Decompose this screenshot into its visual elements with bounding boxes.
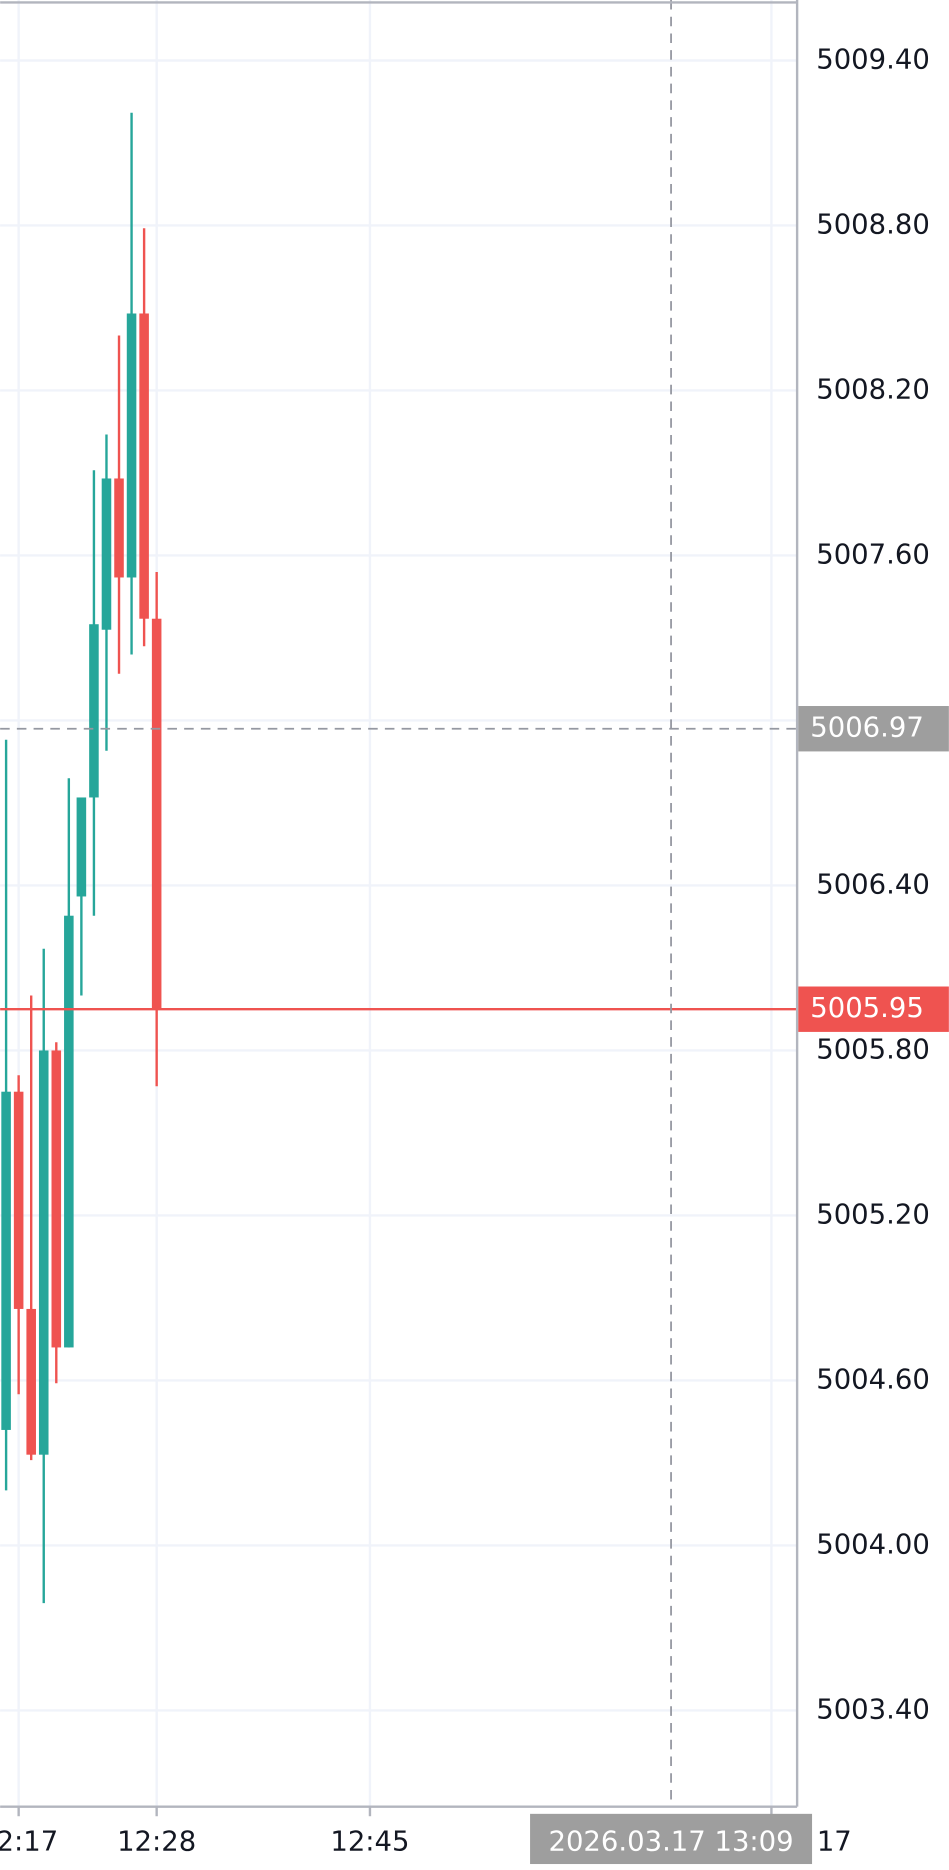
y-tick-label: 5008.80: [816, 208, 930, 240]
y-tick-label: 5005.80: [816, 1033, 930, 1065]
candle-body: [76, 797, 87, 897]
y-tick-label: 5004.60: [816, 1363, 930, 1395]
candles: [0, 0, 798, 1807]
candle-body: [64, 915, 74, 1348]
last-price-label: 5005.95: [810, 992, 924, 1024]
candle-body: [89, 624, 99, 798]
x-tick-label: 17: [817, 1826, 852, 1858]
y-tick-label: 5005.20: [816, 1198, 930, 1230]
x-tick-label: 12:28: [117, 1826, 196, 1858]
last-price-box: [798, 986, 949, 1032]
candle-body: [139, 313, 149, 619]
candle-body: [126, 313, 137, 578]
y-tick-label: 5006.40: [816, 868, 930, 900]
crosshair-time-box: [530, 1813, 813, 1865]
crosshair-price-box: [798, 706, 949, 752]
y-tick-label: 5004.00: [816, 1528, 930, 1560]
grid: [0, 0, 798, 1807]
crosshair-price-label: 5006.97: [810, 712, 924, 744]
candle-body: [26, 1308, 36, 1455]
crosshair-time-label: 2026.03.17 13:09: [548, 1826, 793, 1858]
candle-body: [38, 1050, 49, 1455]
candle-body: [151, 618, 162, 1010]
y-tick-label: 5009.40: [816, 43, 930, 75]
axes: 5003.40 5004.00 5004.60 5005.20 5005.80 5006.…: [0, 43, 949, 1865]
candle-body: [1, 1091, 11, 1430]
candle-body: [114, 478, 124, 578]
candle-body: [13, 1091, 24, 1309]
y-tick-label: 5008.20: [816, 373, 930, 405]
candle-body: [101, 478, 112, 630]
y-tick-label: 5007.60: [816, 538, 930, 570]
x-tick-label: 12:17: [0, 1826, 58, 1858]
x-tick-label: 12:45: [330, 1826, 409, 1858]
candle-body: [51, 1050, 62, 1348]
y-tick-label: 5003.40: [816, 1693, 930, 1725]
